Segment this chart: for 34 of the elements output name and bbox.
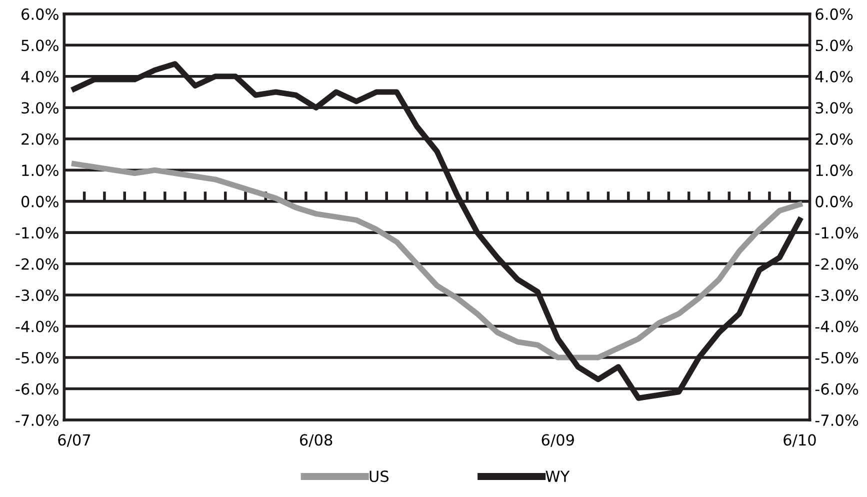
y2-tick-label: -6.0% — [815, 383, 858, 395]
y-tick-label: -1.0% — [16, 227, 58, 239]
x-tick-label: 6/10 — [784, 434, 816, 447]
y-tick-label: -2.0% — [16, 258, 58, 270]
x-tick-label: 6/08 — [300, 434, 332, 447]
y-tick-label: -6.0% — [16, 383, 58, 395]
y2-tick-label: 2.0% — [816, 133, 853, 145]
y2-tick-label: -2.0% — [815, 258, 858, 270]
y2-tick-label: 3.0% — [816, 102, 853, 114]
y-tick-label: -4.0% — [16, 320, 58, 332]
y-tick-label: 1.0% — [22, 164, 58, 176]
legend-label: WY — [546, 470, 570, 482]
y-tick-label: 3.0% — [22, 102, 58, 114]
y2-tick-label: 1.0% — [816, 164, 853, 176]
y2-tick-label: 6.0% — [816, 8, 853, 20]
x-tick-label: 6/07 — [58, 434, 90, 447]
y2-tick-label: 4.0% — [815, 70, 853, 82]
y2-tick-label: -5.0% — [815, 352, 858, 364]
x-tick-label: 6/09 — [542, 434, 574, 447]
y2-tick-label: -7.0% — [815, 414, 858, 426]
legend-label: US — [370, 470, 389, 482]
y2-tick-label: 5.0% — [816, 40, 853, 52]
y2-tick-label: -4.0% — [815, 320, 858, 332]
y-tick-label: -5.0% — [16, 352, 58, 364]
y-tick-label: 0.0% — [21, 196, 58, 208]
y-tick-label: -7.0% — [16, 414, 58, 426]
y-tick-label: -3.0% — [16, 289, 58, 302]
y-tick-label: 2.0% — [22, 133, 58, 145]
y2-tick-label: 0.0% — [816, 196, 853, 208]
y2-tick-label: -1.0% — [815, 227, 858, 239]
y-tick-label: 5.0% — [22, 40, 58, 52]
y-tick-label: 6.0% — [22, 8, 58, 20]
y-tick-label: 4.0% — [21, 70, 58, 82]
y2-tick-label: -3.0% — [815, 289, 858, 302]
